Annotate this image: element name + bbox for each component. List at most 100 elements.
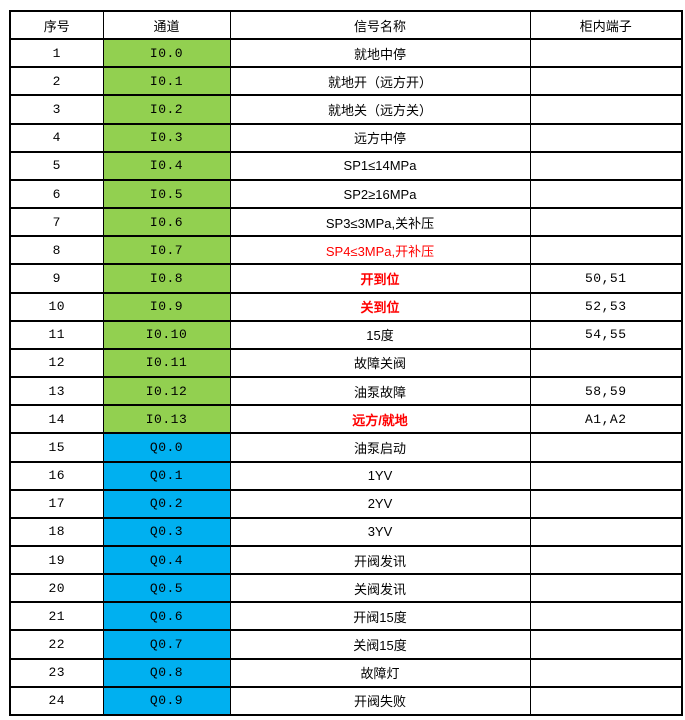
column-header-channel: 通道 <box>102 9 231 40</box>
terminal-cell <box>529 347 683 378</box>
table-row: 10 I0.9 关到位 52,53 <box>9 291 683 322</box>
signal-cell: 开到位 <box>229 263 531 294</box>
channel-cell: I0.8 <box>102 263 231 294</box>
signal-cell: 关阀15度 <box>229 629 531 660</box>
serial-cell: 17 <box>9 488 104 519</box>
table-row: 12 I0.11 故障关阀 <box>9 347 683 378</box>
table-row: 20 Q0.5 关阀发讯 <box>9 573 683 603</box>
serial-cell: 23 <box>9 657 104 688</box>
serial-cell: 2 <box>9 66 104 96</box>
signal-cell: SP1≤14MPa <box>229 150 531 181</box>
channel-cell: I0.7 <box>102 235 231 265</box>
channel-cell: I0.10 <box>102 319 231 350</box>
channel-cell: I0.0 <box>102 38 231 68</box>
channel-cell: Q0.4 <box>102 544 231 575</box>
signal-cell: 3YV <box>229 516 531 547</box>
table-row: 6 I0.5 SP2≥16MPa <box>9 178 683 209</box>
signal-cell: 远方/就地 <box>229 404 531 434</box>
terminal-cell <box>529 178 683 209</box>
signal-cell: 就地关（远方关） <box>229 94 531 125</box>
terminal-cell <box>529 150 683 181</box>
signal-cell: 2YV <box>229 488 531 519</box>
terminal-cell: 52,53 <box>529 291 683 322</box>
table-row: 3 I0.2 就地关（远方关） <box>9 94 683 125</box>
signal-cell: SP2≥16MPa <box>229 178 531 209</box>
table-row: 4 I0.3 远方中停 <box>9 122 683 153</box>
signal-cell: SP4≤3MPa,开补压 <box>229 235 531 265</box>
channel-cell: I0.3 <box>102 122 231 153</box>
channel-cell: Q0.3 <box>102 516 231 547</box>
serial-cell: 21 <box>9 601 104 631</box>
channel-cell: I0.9 <box>102 291 231 322</box>
io-signal-table: 序号 通道 信号名称 柜内端子 1 I0.0 就地中停 2 I0.1 就地开（远方开） 3 I… <box>9 9 683 716</box>
signal-cell: 开阀发讯 <box>229 544 531 575</box>
table-row: 16 Q0.1 1YV <box>9 460 683 491</box>
table-row: 15 Q0.0 油泵启动 <box>9 432 683 463</box>
serial-cell: 7 <box>9 207 104 237</box>
table-row: 19 Q0.4 开阀发讯 <box>9 544 683 575</box>
table-row: 7 I0.6 SP3≤3MPa,关补压 <box>9 207 683 237</box>
header-row: 序号 通道 信号名称 柜内端子 <box>9 9 683 40</box>
serial-cell: 15 <box>9 432 104 463</box>
signal-cell: 关到位 <box>229 291 531 322</box>
signal-cell: 关阀发讯 <box>229 573 531 603</box>
serial-cell: 20 <box>9 573 104 603</box>
serial-cell: 12 <box>9 347 104 378</box>
serial-cell: 13 <box>9 376 104 406</box>
signal-cell: SP3≤3MPa,关补压 <box>229 207 531 237</box>
channel-cell: Q0.8 <box>102 657 231 688</box>
table-row: 5 I0.4 SP1≤14MPa <box>9 150 683 181</box>
terminal-cell <box>529 629 683 660</box>
table-row: 18 Q0.3 3YV <box>9 516 683 547</box>
channel-cell: I0.5 <box>102 178 231 209</box>
serial-cell: 1 <box>9 38 104 68</box>
channel-cell: Q0.6 <box>102 601 231 631</box>
table-row: 23 Q0.8 故障灯 <box>9 657 683 688</box>
terminal-cell: A1,A2 <box>529 404 683 434</box>
signal-cell: 1YV <box>229 460 531 491</box>
channel-cell: I0.6 <box>102 207 231 237</box>
column-header-terminal: 柜内端子 <box>529 9 683 40</box>
channel-cell: I0.12 <box>102 376 231 406</box>
channel-cell: Q0.9 <box>102 685 231 716</box>
serial-cell: 11 <box>9 319 104 350</box>
serial-cell: 22 <box>9 629 104 660</box>
table-row: 13 I0.12 油泵故障 58,59 <box>9 376 683 406</box>
terminal-cell <box>529 488 683 519</box>
terminal-cell <box>529 432 683 463</box>
channel-cell: I0.13 <box>102 404 231 434</box>
table-row: 21 Q0.6 开阀15度 <box>9 601 683 631</box>
serial-cell: 24 <box>9 685 104 716</box>
table-body: 1 I0.0 就地中停 2 I0.1 就地开（远方开） 3 I0.2 就地关（远方关） 4 I0.3… <box>9 38 683 716</box>
terminal-cell: 54,55 <box>529 319 683 350</box>
terminal-cell <box>529 544 683 575</box>
table-row: 11 I0.10 15度 54,55 <box>9 319 683 350</box>
table-row: 8 I0.7 SP4≤3MPa,开补压 <box>9 235 683 265</box>
serial-cell: 5 <box>9 150 104 181</box>
channel-cell: I0.2 <box>102 94 231 125</box>
serial-cell: 18 <box>9 516 104 547</box>
terminal-cell <box>529 573 683 603</box>
terminal-cell <box>529 516 683 547</box>
table-row: 1 I0.0 就地中停 <box>9 38 683 68</box>
terminal-cell: 58,59 <box>529 376 683 406</box>
table-header: 序号 通道 信号名称 柜内端子 <box>9 9 683 40</box>
table-row: 2 I0.1 就地开（远方开） <box>9 66 683 96</box>
column-header-signal: 信号名称 <box>229 9 531 40</box>
signal-cell: 远方中停 <box>229 122 531 153</box>
terminal-cell <box>529 601 683 631</box>
terminal-cell <box>529 122 683 153</box>
table-row: 14 I0.13 远方/就地 A1,A2 <box>9 404 683 434</box>
signal-cell: 故障灯 <box>229 657 531 688</box>
channel-cell: I0.11 <box>102 347 231 378</box>
serial-cell: 4 <box>9 122 104 153</box>
signal-cell: 油泵启动 <box>229 432 531 463</box>
signal-cell: 开阀失败 <box>229 685 531 716</box>
channel-cell: I0.4 <box>102 150 231 181</box>
terminal-cell <box>529 685 683 716</box>
terminal-cell <box>529 460 683 491</box>
serial-cell: 9 <box>9 263 104 294</box>
terminal-cell <box>529 207 683 237</box>
signal-cell: 故障关阀 <box>229 347 531 378</box>
